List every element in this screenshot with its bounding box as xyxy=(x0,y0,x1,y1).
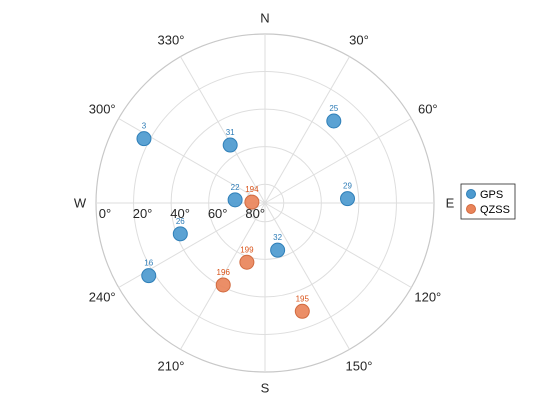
azimuth-tick-330: 330° xyxy=(158,33,185,48)
legend-marker-gps xyxy=(466,189,476,199)
gps-satellite-label-25: 25 xyxy=(329,104,338,113)
azimuth-tick-150: 150° xyxy=(346,358,373,373)
qzss-satellite-199 xyxy=(239,254,255,270)
gps-satellite-label-29: 29 xyxy=(343,182,352,191)
gps-satellite-label-32: 32 xyxy=(273,233,282,242)
elevation-tick-20: 20° xyxy=(133,206,153,221)
gps-satellite-label-31: 31 xyxy=(226,128,235,137)
azimuth-spoke-210 xyxy=(180,202,266,350)
qzss-satellite-195 xyxy=(294,303,310,319)
qzss-satellite-label-199: 199 xyxy=(240,245,254,254)
legend-label-gps: GPS xyxy=(480,189,503,201)
azimuth-spoke-150 xyxy=(264,202,350,350)
gps-satellite-label-16: 16 xyxy=(144,259,153,268)
elevation-tick-80: 80° xyxy=(245,206,265,221)
gps-satellite-label-26: 26 xyxy=(176,217,185,226)
qzss-satellite-194 xyxy=(244,194,260,210)
legend-marker-qzss xyxy=(466,204,476,214)
cardinal-label-w: W xyxy=(74,196,87,211)
qzss-satellite-label-195: 195 xyxy=(296,294,310,303)
cardinal-label-s: S xyxy=(261,381,270,396)
azimuth-spoke-60 xyxy=(264,118,412,204)
gps-satellite-label-3: 3 xyxy=(142,122,147,131)
cardinal-label-n: N xyxy=(260,11,269,26)
azimuth-spoke-330 xyxy=(180,56,266,204)
elevation-tick-labels: 0° 20° 40° 60° 80° xyxy=(99,206,265,221)
azimuth-spoke-120 xyxy=(264,202,412,288)
gps-satellite-32 xyxy=(270,242,286,258)
qzss-satellite-label-196: 196 xyxy=(217,268,231,277)
azimuth-tick-60: 60° xyxy=(418,102,438,117)
azimuth-tick-300: 300° xyxy=(89,102,116,117)
legend[interactable]: GPS QZSS xyxy=(460,183,516,220)
azimuth-tick-120: 120° xyxy=(414,290,441,305)
azimuth-tick-30: 30° xyxy=(349,33,369,48)
gps-satellite-31 xyxy=(222,137,238,153)
cardinal-label-e: E xyxy=(446,196,455,211)
elevation-tick-40: 40° xyxy=(170,206,190,221)
gps-satellite-label-22: 22 xyxy=(231,183,240,192)
qzss-satellite-label-194: 194 xyxy=(245,185,259,194)
azimuth-tick-210: 210° xyxy=(158,358,185,373)
elevation-tick-60: 60° xyxy=(208,206,228,221)
satellite-markers: 3 25 31 22 29 26 16 32 194 199 196 195 xyxy=(136,104,356,319)
azimuth-spoke-30 xyxy=(264,56,350,204)
gps-satellite-22 xyxy=(227,192,243,208)
gps-satellite-25 xyxy=(326,113,342,129)
legend-label-qzss: QZSS xyxy=(480,204,510,216)
elevation-tick-0: 0° xyxy=(99,206,111,221)
gps-satellite-29 xyxy=(340,191,356,207)
polar-grid xyxy=(95,33,435,373)
azimuth-tick-240: 240° xyxy=(89,290,116,305)
gps-satellite-3 xyxy=(136,131,152,147)
gps-satellite-26 xyxy=(172,226,188,242)
gps-satellite-16 xyxy=(141,268,157,284)
qzss-satellite-196 xyxy=(215,277,231,293)
